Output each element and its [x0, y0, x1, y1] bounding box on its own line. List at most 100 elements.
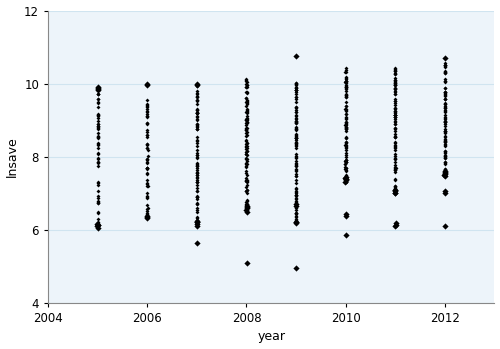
- Point: [292, 207, 300, 213]
- Point: [193, 194, 201, 199]
- Point: [292, 167, 300, 173]
- Point: [392, 80, 400, 86]
- Point: [440, 169, 448, 175]
- Point: [440, 161, 448, 167]
- Point: [292, 126, 300, 132]
- Point: [440, 137, 448, 143]
- Point: [440, 92, 448, 97]
- Point: [94, 91, 102, 97]
- Point: [342, 119, 350, 125]
- Point: [242, 163, 250, 169]
- Point: [193, 110, 201, 116]
- Point: [342, 107, 350, 113]
- Point: [94, 101, 102, 106]
- Point: [392, 183, 400, 188]
- Point: [193, 122, 201, 128]
- Point: [392, 159, 400, 165]
- Point: [242, 107, 250, 113]
- Point: [342, 127, 349, 132]
- Point: [94, 151, 102, 157]
- Point: [94, 142, 102, 147]
- Point: [193, 168, 201, 173]
- Point: [242, 184, 250, 190]
- Point: [242, 205, 250, 211]
- Point: [94, 114, 102, 119]
- Point: [440, 96, 448, 102]
- Point: [193, 163, 201, 169]
- Point: [342, 109, 349, 114]
- Point: [441, 139, 449, 144]
- Point: [392, 96, 400, 102]
- Point: [242, 143, 250, 149]
- Point: [392, 152, 400, 157]
- Point: [193, 196, 201, 202]
- Point: [391, 168, 399, 173]
- Point: [144, 104, 152, 109]
- Point: [143, 104, 151, 110]
- Point: [144, 180, 152, 185]
- Point: [144, 191, 152, 196]
- X-axis label: year: year: [258, 331, 285, 343]
- Point: [392, 121, 400, 126]
- Point: [392, 69, 400, 74]
- Point: [342, 83, 350, 89]
- Point: [292, 94, 300, 99]
- Point: [391, 98, 399, 104]
- Point: [242, 127, 250, 133]
- Point: [193, 108, 201, 113]
- Point: [193, 163, 201, 169]
- Point: [441, 167, 449, 173]
- Point: [144, 157, 152, 163]
- Point: [440, 62, 448, 68]
- Point: [292, 133, 300, 139]
- Point: [292, 221, 300, 226]
- Point: [440, 70, 448, 76]
- Point: [292, 88, 300, 93]
- Point: [192, 201, 200, 207]
- Point: [242, 120, 250, 125]
- Point: [144, 181, 152, 187]
- Point: [242, 200, 250, 205]
- Point: [342, 135, 349, 141]
- Point: [392, 163, 400, 168]
- Point: [392, 113, 400, 118]
- Point: [143, 120, 151, 125]
- Point: [342, 106, 350, 112]
- Point: [342, 65, 349, 71]
- Point: [242, 164, 250, 170]
- Point: [441, 93, 449, 98]
- Point: [391, 156, 399, 162]
- Point: [292, 203, 300, 208]
- Point: [292, 105, 300, 110]
- Point: [441, 69, 449, 75]
- Point: [391, 110, 399, 116]
- Point: [292, 118, 300, 124]
- Point: [193, 97, 201, 103]
- Point: [392, 106, 400, 111]
- Point: [242, 198, 250, 203]
- Point: [193, 174, 201, 180]
- Point: [94, 84, 102, 89]
- Point: [342, 124, 349, 129]
- Point: [242, 79, 250, 85]
- Point: [441, 69, 449, 74]
- Point: [292, 134, 300, 139]
- Point: [193, 220, 201, 225]
- Point: [392, 118, 400, 124]
- Point: [292, 87, 300, 93]
- Point: [94, 124, 102, 130]
- Point: [440, 109, 448, 114]
- Point: [292, 81, 300, 86]
- Point: [391, 191, 399, 196]
- Point: [143, 83, 151, 88]
- Point: [292, 96, 300, 102]
- Point: [441, 173, 449, 178]
- Point: [192, 121, 200, 126]
- Point: [292, 135, 300, 141]
- Point: [94, 198, 102, 204]
- Point: [392, 222, 400, 228]
- Point: [143, 81, 151, 87]
- Point: [391, 86, 399, 92]
- Point: [342, 115, 349, 120]
- Point: [441, 136, 449, 142]
